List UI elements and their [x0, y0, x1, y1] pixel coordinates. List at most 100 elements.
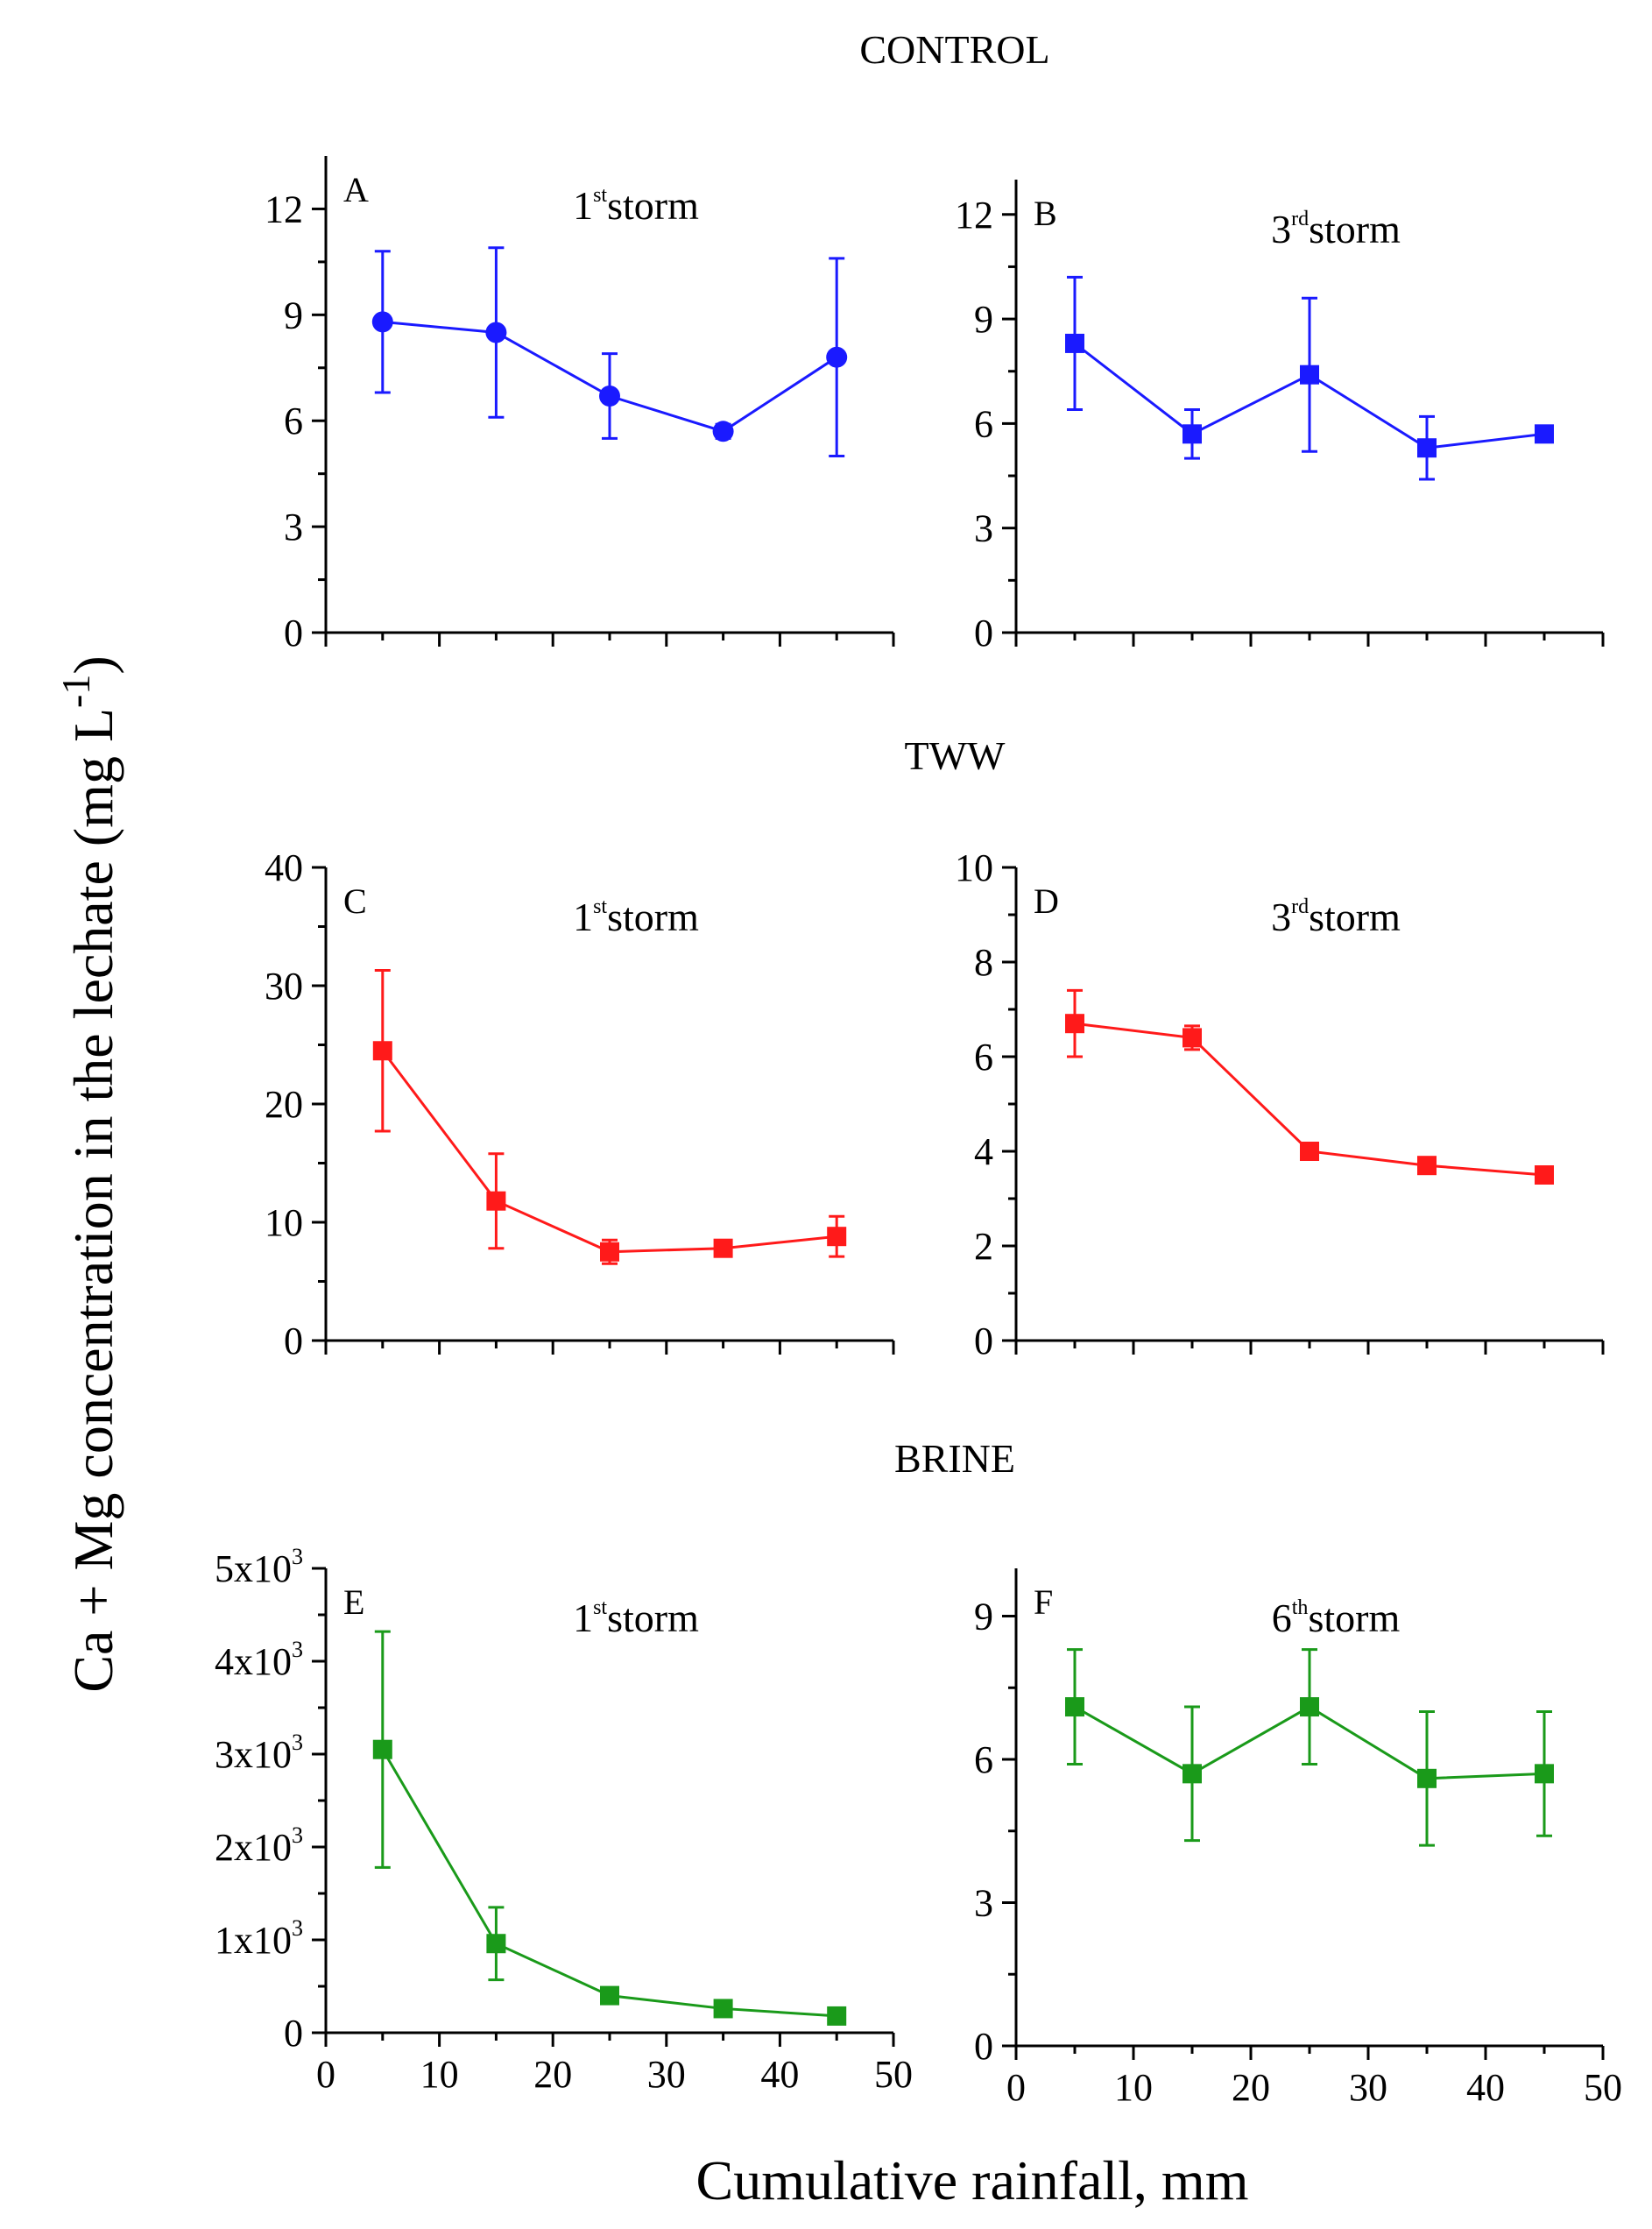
storm-word: storm — [607, 1596, 699, 1640]
y-tick-label: 6 — [974, 402, 993, 445]
y-tick-label: 12 — [265, 188, 303, 230]
data-point — [1417, 438, 1437, 458]
panel-d: 0 2 4 6 8 10 D 3rdstorm — [955, 846, 1605, 1362]
y-tick-label: 4x103 — [215, 1637, 303, 1683]
y-tick-label: 3x103 — [215, 1730, 303, 1776]
panel-letter: E — [343, 1582, 364, 1622]
group-title-control: CONTROL — [859, 27, 1049, 72]
group-title-brine: BRINE — [894, 1436, 1015, 1481]
panel-letter: B — [1034, 194, 1057, 233]
storm-number: 3 — [1271, 895, 1291, 939]
data-point — [1065, 1697, 1084, 1717]
data-point — [486, 1934, 506, 1954]
x-tick-label: 20 — [533, 2053, 572, 2096]
x-axis-title: Cumulative rainfall, mm — [696, 2149, 1249, 2211]
x-tick-label: 30 — [647, 2053, 686, 2096]
y-tick-label: 2x103 — [215, 1822, 303, 1869]
storm-ordinal: th — [1292, 1596, 1309, 1619]
y-tick-label: 3 — [284, 506, 303, 548]
storm-number: 3 — [1271, 207, 1291, 251]
storm-number: 1 — [573, 1596, 593, 1640]
data-point — [1183, 424, 1202, 444]
storm-label: 6thstorm — [1272, 1596, 1401, 1640]
storm-word: storm — [1309, 207, 1401, 251]
data-point — [600, 1242, 619, 1262]
y-axis-title-main: Ca + Mg concentration in the lechate (mg… — [62, 708, 124, 1693]
x-tick-label: 0 — [1006, 2066, 1026, 2109]
y-tick-label: 9 — [284, 294, 303, 336]
y-tick-label: 9 — [974, 298, 993, 341]
data-point — [826, 346, 848, 368]
x-tick-label: 50 — [874, 2053, 913, 2096]
data-point — [1183, 1028, 1202, 1048]
x-tick-label: 30 — [1349, 2066, 1387, 2109]
x-tick-label: 50 — [1584, 2066, 1622, 2109]
x-tick-label: 40 — [1466, 2066, 1505, 2109]
y-axis-title-close: ) — [62, 655, 124, 674]
storm-word: storm — [607, 895, 699, 939]
y-tick-label: 30 — [265, 965, 303, 1008]
y-tick-label: 10 — [955, 846, 993, 889]
storm-label: 1ststorm — [573, 1596, 699, 1640]
data-point — [1300, 1697, 1319, 1717]
data-point — [1535, 1165, 1554, 1185]
storm-word: storm — [1309, 895, 1401, 939]
y-tick-exponent: 3 — [292, 1822, 303, 1848]
group-title-tww: TWW — [905, 733, 1006, 778]
data-point — [599, 386, 620, 407]
storm-ordinal: rd — [1291, 895, 1309, 918]
y-tick-label: 10 — [265, 1201, 303, 1244]
y-tick-label: 6 — [974, 1738, 993, 1781]
y-tick-exponent: 3 — [292, 1915, 303, 1941]
y-axis-title: Ca + Mg concentration in the lechate (mg… — [53, 655, 124, 1692]
data-point — [1535, 424, 1554, 444]
x-tick-label: 40 — [760, 2053, 799, 2096]
y-tick-label: 20 — [265, 1083, 303, 1126]
x-tick-label: 10 — [1114, 2066, 1153, 2109]
data-point — [827, 2006, 847, 2026]
y-tick-label: 9 — [974, 1596, 993, 1638]
data-point — [712, 421, 734, 442]
y-tick-label: 12 — [955, 194, 993, 237]
y-tick-label: 6 — [974, 1036, 993, 1079]
y-tick-label: 0 — [974, 612, 993, 655]
panel-a: 0 3 6 9 12 A 1ststorm — [265, 156, 895, 655]
panel-letter: A — [343, 170, 369, 209]
data-point — [600, 1985, 619, 2006]
storm-ordinal: rd — [1291, 208, 1309, 230]
panel-c: 0 10 20 30 40 C 1ststorm — [265, 846, 895, 1362]
data-point — [1300, 1142, 1319, 1161]
y-tick-label: 5x103 — [215, 1544, 303, 1590]
data-point — [1417, 1156, 1437, 1176]
y-tick-label: 8 — [974, 941, 993, 984]
y-tick-label: 4 — [974, 1130, 993, 1173]
data-point — [372, 1041, 392, 1061]
data-point — [486, 1191, 506, 1211]
data-point — [1417, 1768, 1437, 1788]
storm-ordinal: st — [593, 1596, 607, 1619]
data-point — [372, 1739, 392, 1759]
y-tick-label: 6 — [284, 400, 303, 442]
y-tick-exponent: 3 — [292, 1544, 303, 1569]
y-tick-exponent: 3 — [292, 1637, 303, 1662]
storm-number: 1 — [573, 183, 593, 228]
y-tick-label: 0 — [974, 1320, 993, 1362]
y-tick-label: 3 — [974, 507, 993, 550]
panel-e: 0 10 20 30 40 50 0 1x103 2x103 3x103 4x103 5x103 E 1s… — [215, 1544, 913, 2096]
data-point — [1065, 1014, 1084, 1034]
storm-word: storm — [1308, 1596, 1400, 1640]
storm-label: 3rdstorm — [1271, 895, 1401, 939]
y-tick-label: 40 — [265, 846, 303, 889]
panel-letter: D — [1034, 881, 1059, 921]
y-tick-label: 1x103 — [215, 1915, 303, 1962]
data-point — [713, 1238, 733, 1258]
y-tick-label: 0 — [284, 2012, 303, 2055]
storm-label: 3rdstorm — [1271, 207, 1401, 251]
data-point — [1183, 1764, 1202, 1784]
storm-number: 1 — [573, 895, 593, 939]
storm-ordinal: st — [593, 184, 607, 207]
y-axis-title-sup: -1 — [53, 675, 98, 708]
